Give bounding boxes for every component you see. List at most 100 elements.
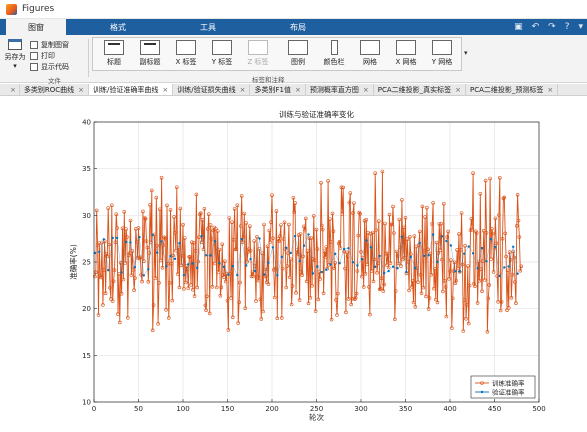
tab-tools[interactable]: 工具 [200, 22, 216, 32]
colorbar-button-label: 颜色栏 [323, 58, 345, 66]
train-point [121, 277, 126, 282]
x-tick-label: 350 [399, 405, 412, 413]
train-point [490, 231, 495, 236]
train-point [167, 316, 171, 320]
train-point [259, 317, 264, 321]
tab-pca-pred[interactable]: PCA二维投影_预测标签 × [466, 84, 559, 95]
ylabel-button[interactable]: Y 标签 [205, 40, 239, 70]
save-icon[interactable]: ▣ [514, 22, 523, 32]
train-point [336, 291, 340, 296]
train-point [344, 250, 349, 255]
accuracy-chart[interactable]: 0 50 100 150 200 250 300 350 400 450 500 10 15 20 25 30… [0, 97, 587, 432]
close-icon[interactable]: × [362, 85, 369, 94]
grid-button[interactable]: 网格 [353, 40, 387, 70]
xgrid-button[interactable]: X 网格 [389, 40, 423, 70]
train-point [310, 283, 314, 288]
train-point [450, 296, 455, 301]
train-point [243, 306, 248, 310]
train-point [505, 308, 509, 312]
close-icon[interactable]: × [455, 85, 461, 94]
tab-previous[interactable]: × [0, 84, 20, 95]
tab-accuracy[interactable]: 训练/验证准确率曲线 × [89, 84, 174, 95]
train-point [348, 191, 353, 195]
tab-pca-true[interactable]: PCA二维投影_真实标签 × [374, 84, 466, 95]
val-point [320, 270, 323, 274]
train-point [150, 328, 155, 333]
train-point [180, 253, 184, 258]
train-point [416, 280, 420, 284]
train-point [210, 285, 215, 289]
train-point [279, 223, 283, 227]
tab-roc[interactable]: 多类别ROC曲线 × [20, 84, 90, 95]
copy-figure-button[interactable]: 复制图窗 [30, 40, 69, 50]
show-code-checkbox[interactable]: 显示代码 [30, 62, 69, 72]
close-icon[interactable]: × [239, 85, 246, 94]
train-point [168, 208, 173, 212]
val-point [325, 268, 328, 271]
train-point [167, 281, 172, 285]
legend-button[interactable]: 图例 [281, 40, 315, 70]
gallery-expand-icon[interactable]: ▾ [464, 49, 468, 57]
train-point [419, 291, 424, 296]
grid-button-label: 网格 [363, 58, 377, 66]
val-point [267, 261, 270, 264]
xlabel-button[interactable]: X 标签 [169, 40, 203, 70]
tab-figure[interactable]: 图窗 [6, 19, 66, 35]
ygrid-button[interactable]: Y 网格 [425, 40, 459, 70]
val-point [222, 265, 226, 269]
train-point [408, 235, 412, 239]
tab-loss[interactable]: 训练/验证损失曲线 × [173, 84, 251, 95]
train-point [304, 279, 309, 284]
val-point [342, 247, 346, 251]
figure-canvas[interactable]: 0 50 100 150 200 250 300 350 400 450 500 10 15 20 25 30… [0, 97, 587, 432]
val-point [289, 251, 292, 255]
val-point [200, 234, 203, 238]
help-icon[interactable]: ? [564, 22, 570, 32]
undo-icon[interactable]: ↶ [531, 22, 540, 32]
train-point [106, 206, 110, 210]
train-point [435, 300, 440, 305]
val-point [467, 245, 470, 248]
subtitle-button[interactable]: 副标题 [133, 40, 167, 70]
train-point [393, 289, 398, 293]
val-point [204, 254, 208, 257]
close-icon[interactable]: × [547, 85, 554, 94]
train-point [504, 254, 508, 259]
val-point [298, 259, 301, 263]
train-point [456, 266, 460, 271]
tab-format[interactable]: 格式 [110, 22, 126, 32]
train-point [323, 255, 328, 259]
train-point [438, 248, 443, 252]
train-point [513, 280, 517, 284]
train-point [324, 245, 329, 249]
val-point [418, 241, 421, 245]
print-button[interactable]: 打印 [30, 51, 55, 61]
menu-icon[interactable]: ▾ [578, 22, 583, 32]
tab-histogram[interactable]: 预测概率直方图 × [306, 84, 374, 95]
train-point [273, 266, 278, 271]
title-button[interactable]: 标题 [97, 40, 131, 70]
close-icon[interactable]: × [294, 85, 301, 94]
train-point [371, 279, 376, 284]
close-icon[interactable]: × [10, 85, 16, 94]
train-point [479, 267, 483, 272]
save-as-button[interactable]: 另存为 ▾ [4, 39, 26, 75]
train-point [178, 206, 183, 211]
train-point [214, 227, 218, 231]
y-tick-label: 35 [82, 165, 91, 173]
colorbar-button[interactable]: 颜色栏 [317, 40, 351, 70]
tab-f1[interactable]: 多类别F1值 × [250, 84, 306, 95]
close-icon[interactable]: × [78, 85, 85, 94]
tab-layout[interactable]: 布局 [290, 22, 306, 32]
file-group-label: 文件 [48, 77, 61, 85]
train-point [211, 228, 216, 233]
train-point [265, 244, 270, 249]
train-point [263, 274, 268, 279]
train-point [109, 297, 113, 301]
train-point [254, 299, 258, 303]
train-point [231, 315, 235, 320]
close-icon[interactable]: × [162, 85, 169, 94]
document-tabs: × 多类别ROC曲线 × 训练/验证准确率曲线 × 训练/验证损失曲线 × 多类别F1… [0, 84, 587, 96]
val-point [160, 240, 163, 243]
redo-icon[interactable]: ↷ [548, 22, 556, 32]
